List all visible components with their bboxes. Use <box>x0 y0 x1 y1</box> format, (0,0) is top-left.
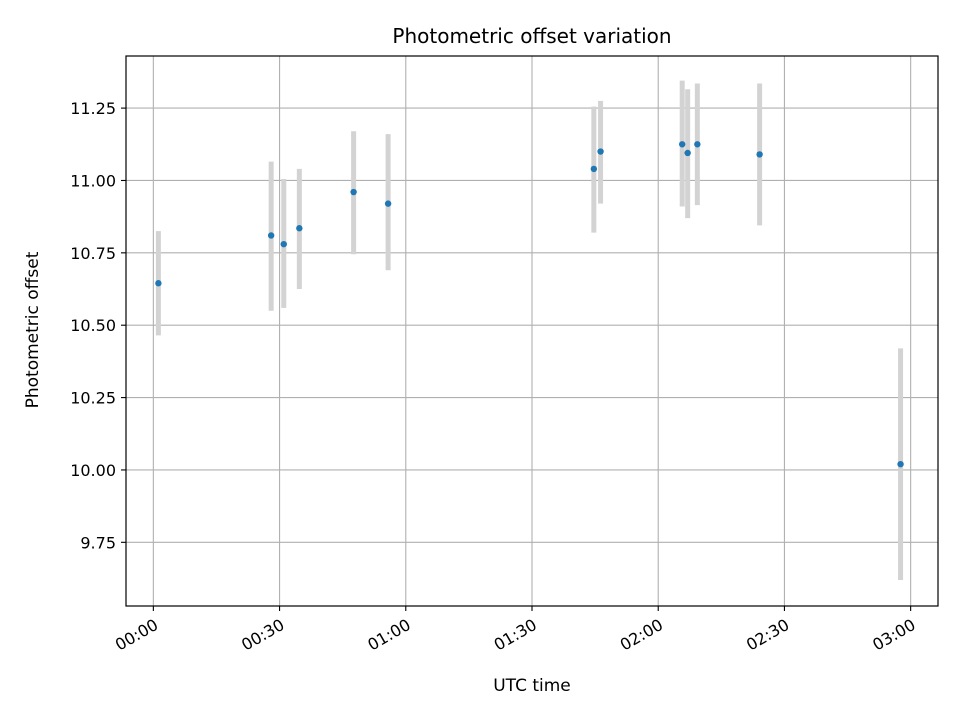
data-point <box>384 200 392 207</box>
data-point <box>684 149 691 157</box>
data-points <box>155 141 904 468</box>
chart-title: Photometric offset variation <box>392 24 671 48</box>
grid <box>126 56 938 606</box>
y-tick-label: 11.00 <box>70 171 116 190</box>
data-point <box>296 225 303 232</box>
y-tick-label: 11.25 <box>70 99 116 118</box>
data-point <box>280 240 287 248</box>
data-point <box>678 141 686 148</box>
data-point <box>590 165 598 173</box>
data-point <box>756 151 763 158</box>
y-tick-label: 10.50 <box>70 316 116 335</box>
x-axis-label: UTC time <box>493 676 571 696</box>
data-point <box>597 148 604 155</box>
y-tick-label: 10.25 <box>70 389 116 408</box>
y-tick-label: 9.75 <box>80 533 116 552</box>
data-point <box>694 141 701 148</box>
data-point <box>267 232 275 239</box>
data-point <box>155 280 162 287</box>
data-point <box>350 188 357 196</box>
y-axis-label: Photometric offset <box>23 251 43 408</box>
y-axis-ticks: 9.75 10.00 10.25 10.50 10.75 11.00 11.25 <box>70 99 126 552</box>
y-tick-label: 10.00 <box>70 461 116 480</box>
data-point <box>897 460 904 468</box>
y-tick-label: 10.75 <box>70 244 116 263</box>
